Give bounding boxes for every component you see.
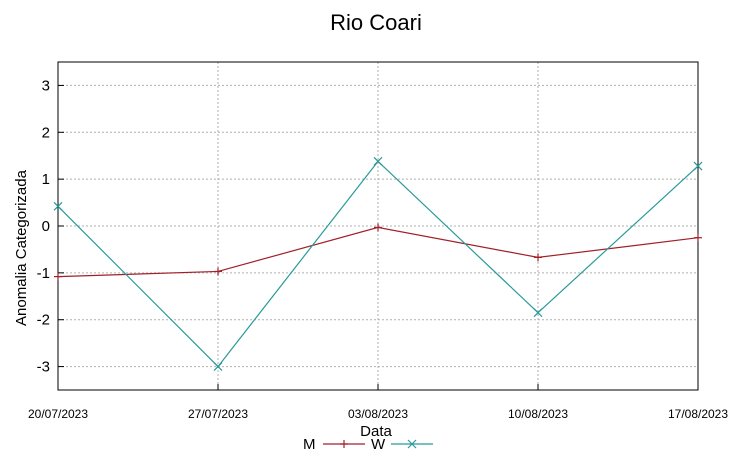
series-group <box>53 156 703 371</box>
data-point <box>407 439 417 449</box>
x-axis-label: Data <box>360 423 392 440</box>
legend-label-M: M <box>303 436 316 453</box>
x-tick-label: 17/08/2023 <box>668 407 728 421</box>
y-axis-ticks: 3 2 1 0 -1 -2 -3 <box>37 77 64 376</box>
data-point <box>374 223 382 232</box>
data-point <box>53 201 63 211</box>
x-tick-label: 27/07/2023 <box>188 407 248 421</box>
y-tick-label: 1 <box>42 171 50 188</box>
y-tick-label: 0 <box>42 218 50 235</box>
data-point <box>533 308 543 318</box>
data-point <box>534 253 542 262</box>
legend-label-W: W <box>371 436 386 453</box>
data-point <box>693 161 703 171</box>
x-tick-label: 20/07/2023 <box>28 407 88 421</box>
y-tick-label: -1 <box>37 265 50 282</box>
x-axis-ticks: 20/07/2023 27/07/2023 03/08/2023 10/08/2023… <box>28 384 728 421</box>
y-tick-label: 3 <box>42 77 50 94</box>
data-point <box>214 267 222 276</box>
data-point <box>694 233 702 242</box>
x-tick-label: 03/08/2023 <box>348 407 408 421</box>
data-point <box>213 362 223 371</box>
y-tick-label: -3 <box>37 359 50 376</box>
chart-title: Rio Coari <box>330 10 422 35</box>
data-point <box>373 156 383 166</box>
data-point <box>340 440 348 448</box>
y-axis-label: Anomalia Categorizada <box>13 169 30 326</box>
data-point <box>54 272 62 281</box>
y-tick-label: 2 <box>42 124 50 141</box>
x-tick-label: 10/08/2023 <box>508 407 568 421</box>
y-tick-label: -2 <box>37 312 50 329</box>
